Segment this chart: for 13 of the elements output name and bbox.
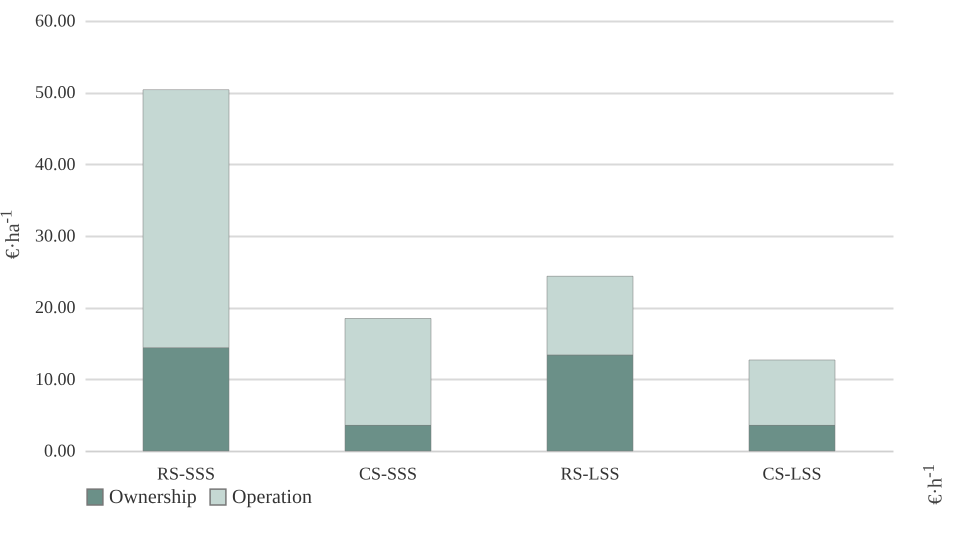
y-tick-label: 60.00 — [35, 10, 76, 30]
y-tick-label: 20.00 — [35, 297, 76, 318]
y-tick-label: 10.00 — [35, 368, 76, 389]
x-tick-label: RS-SSS — [156, 464, 216, 484]
y-tick-label: 30.00 — [35, 226, 76, 246]
x-tick-label: CS-SSS — [358, 464, 418, 484]
y-tick-label: 50.00 — [35, 82, 76, 102]
legend-label: Ownership — [109, 486, 197, 508]
legend-label: Operation — [232, 486, 312, 508]
y-tick-label: 40.00 — [35, 154, 76, 174]
x-tick-label: CS-LSS — [762, 464, 822, 484]
x-tick-label: RS-LSS — [560, 464, 620, 484]
y-tick-label: 0.00 — [44, 440, 76, 460]
